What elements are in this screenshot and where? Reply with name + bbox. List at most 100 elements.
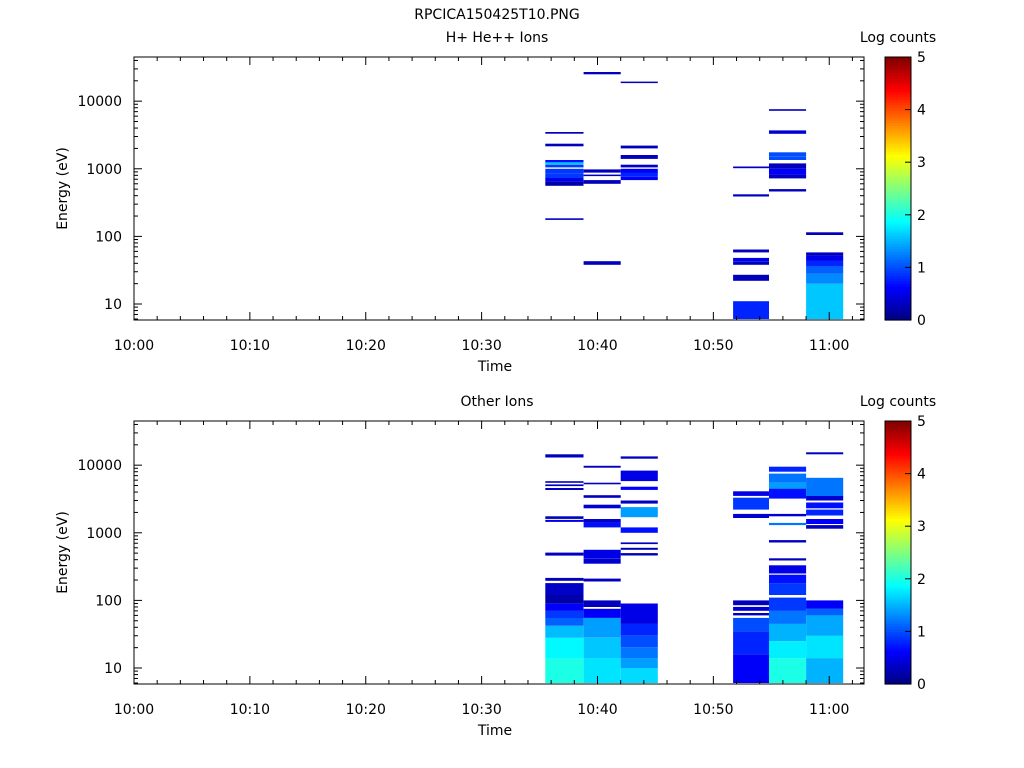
colorbar-segment bbox=[885, 492, 911, 496]
colorbar-segment bbox=[885, 560, 911, 564]
colorbar-segment bbox=[885, 620, 911, 625]
data-cell bbox=[769, 189, 807, 192]
data-cell bbox=[545, 552, 584, 556]
colorbar-segment bbox=[885, 101, 911, 105]
data-cell bbox=[583, 482, 621, 485]
data-cell bbox=[583, 608, 621, 618]
data-cell bbox=[620, 168, 658, 173]
colorbar-segment bbox=[885, 88, 911, 92]
data-cell bbox=[545, 583, 584, 595]
colorbar-segment bbox=[885, 591, 911, 596]
colorbar-segment bbox=[885, 465, 911, 469]
colorbar-segment bbox=[885, 306, 911, 311]
data-cell bbox=[769, 168, 807, 175]
colorbar-segment bbox=[885, 204, 911, 208]
colorbar-segment bbox=[885, 317, 911, 321]
data-cell bbox=[545, 164, 584, 168]
colorbar-segment bbox=[885, 301, 911, 305]
data-cell bbox=[620, 155, 658, 159]
colorbar-segment bbox=[885, 72, 911, 77]
data-cell bbox=[733, 257, 769, 262]
data-cell bbox=[806, 615, 844, 636]
data-cell bbox=[545, 617, 584, 626]
colorbar-segment bbox=[885, 578, 911, 583]
colorbar-segment bbox=[885, 59, 911, 63]
data-cell bbox=[806, 255, 844, 261]
colorbar-segment bbox=[885, 586, 911, 590]
colorbar-segment bbox=[885, 662, 911, 667]
colorbar-segment bbox=[885, 489, 911, 493]
x-tick-label: 10:40 bbox=[577, 702, 617, 718]
data-cell bbox=[620, 603, 658, 624]
colorbar-segment bbox=[885, 426, 911, 430]
colorbar-segment bbox=[885, 201, 911, 205]
data-cells bbox=[545, 72, 844, 320]
colorbar-segment bbox=[885, 291, 911, 295]
data-cell bbox=[769, 466, 807, 472]
data-cell bbox=[545, 173, 584, 178]
data-cell bbox=[769, 641, 807, 659]
colorbar-segment bbox=[885, 534, 911, 538]
data-cell bbox=[806, 252, 844, 256]
colorbar-segment bbox=[885, 494, 911, 498]
colorbar-segment bbox=[885, 605, 911, 609]
colorbar-segment bbox=[885, 209, 911, 213]
data-cell bbox=[583, 465, 621, 468]
data-cell bbox=[545, 168, 584, 174]
colorbar-segment bbox=[885, 442, 911, 446]
colorbar-segment bbox=[885, 436, 911, 441]
colorbar-segment bbox=[885, 552, 911, 556]
colorbar-segment bbox=[885, 652, 911, 656]
colorbar-segment bbox=[885, 128, 911, 132]
colorbar-segment bbox=[885, 644, 911, 648]
data-cell bbox=[545, 516, 584, 519]
colorbar-tick-label: 1 bbox=[917, 260, 926, 276]
colorbar-segment bbox=[885, 285, 911, 290]
colorbar-segment bbox=[885, 185, 911, 190]
colorbar-segment bbox=[885, 570, 911, 575]
colorbar-segment bbox=[885, 264, 911, 268]
colorbar-segment bbox=[885, 568, 911, 572]
colorbar-segment bbox=[885, 557, 911, 561]
data-cell bbox=[545, 603, 584, 611]
data-cell bbox=[545, 481, 584, 483]
colorbar-segment bbox=[885, 423, 911, 427]
data-cell bbox=[545, 160, 584, 163]
x-tick-label: 10:10 bbox=[230, 338, 270, 354]
data-cell bbox=[733, 513, 769, 518]
colorbar-segment bbox=[885, 156, 911, 161]
data-cell bbox=[583, 637, 621, 659]
colorbar-segment bbox=[885, 217, 911, 221]
data-cell bbox=[620, 164, 658, 168]
colorbar-segment bbox=[885, 78, 911, 82]
data-cell bbox=[769, 540, 807, 543]
colorbar-segment bbox=[885, 460, 911, 464]
data-cell bbox=[545, 178, 584, 182]
colorbar-segment bbox=[885, 314, 911, 318]
colorbar-segment bbox=[885, 114, 911, 119]
data-cell bbox=[583, 180, 621, 184]
data-cell bbox=[620, 668, 658, 683]
colorbar-segment bbox=[885, 277, 911, 282]
data-cell bbox=[545, 610, 584, 618]
y-tick-label: 10 bbox=[104, 297, 122, 313]
data-cell bbox=[769, 473, 807, 483]
data-cell bbox=[733, 194, 769, 197]
colorbar-frame bbox=[884, 420, 912, 685]
colorbar-segment bbox=[885, 476, 911, 480]
data-cell bbox=[769, 156, 807, 160]
colorbar-segment bbox=[885, 547, 911, 551]
data-cell bbox=[545, 488, 584, 490]
colorbar-segment bbox=[885, 259, 911, 263]
colorbar-segment bbox=[885, 117, 911, 121]
data-cell bbox=[806, 477, 844, 496]
data-cell bbox=[806, 600, 844, 609]
data-cell bbox=[733, 600, 769, 606]
colorbar-segment bbox=[885, 141, 911, 145]
colorbar-segment bbox=[885, 83, 911, 87]
colorbar-segment bbox=[885, 275, 911, 279]
colorbar-segment bbox=[885, 241, 911, 245]
colorbar-segment bbox=[885, 576, 911, 580]
y-tick-label: 1000 bbox=[86, 162, 122, 178]
data-cell bbox=[733, 491, 769, 496]
